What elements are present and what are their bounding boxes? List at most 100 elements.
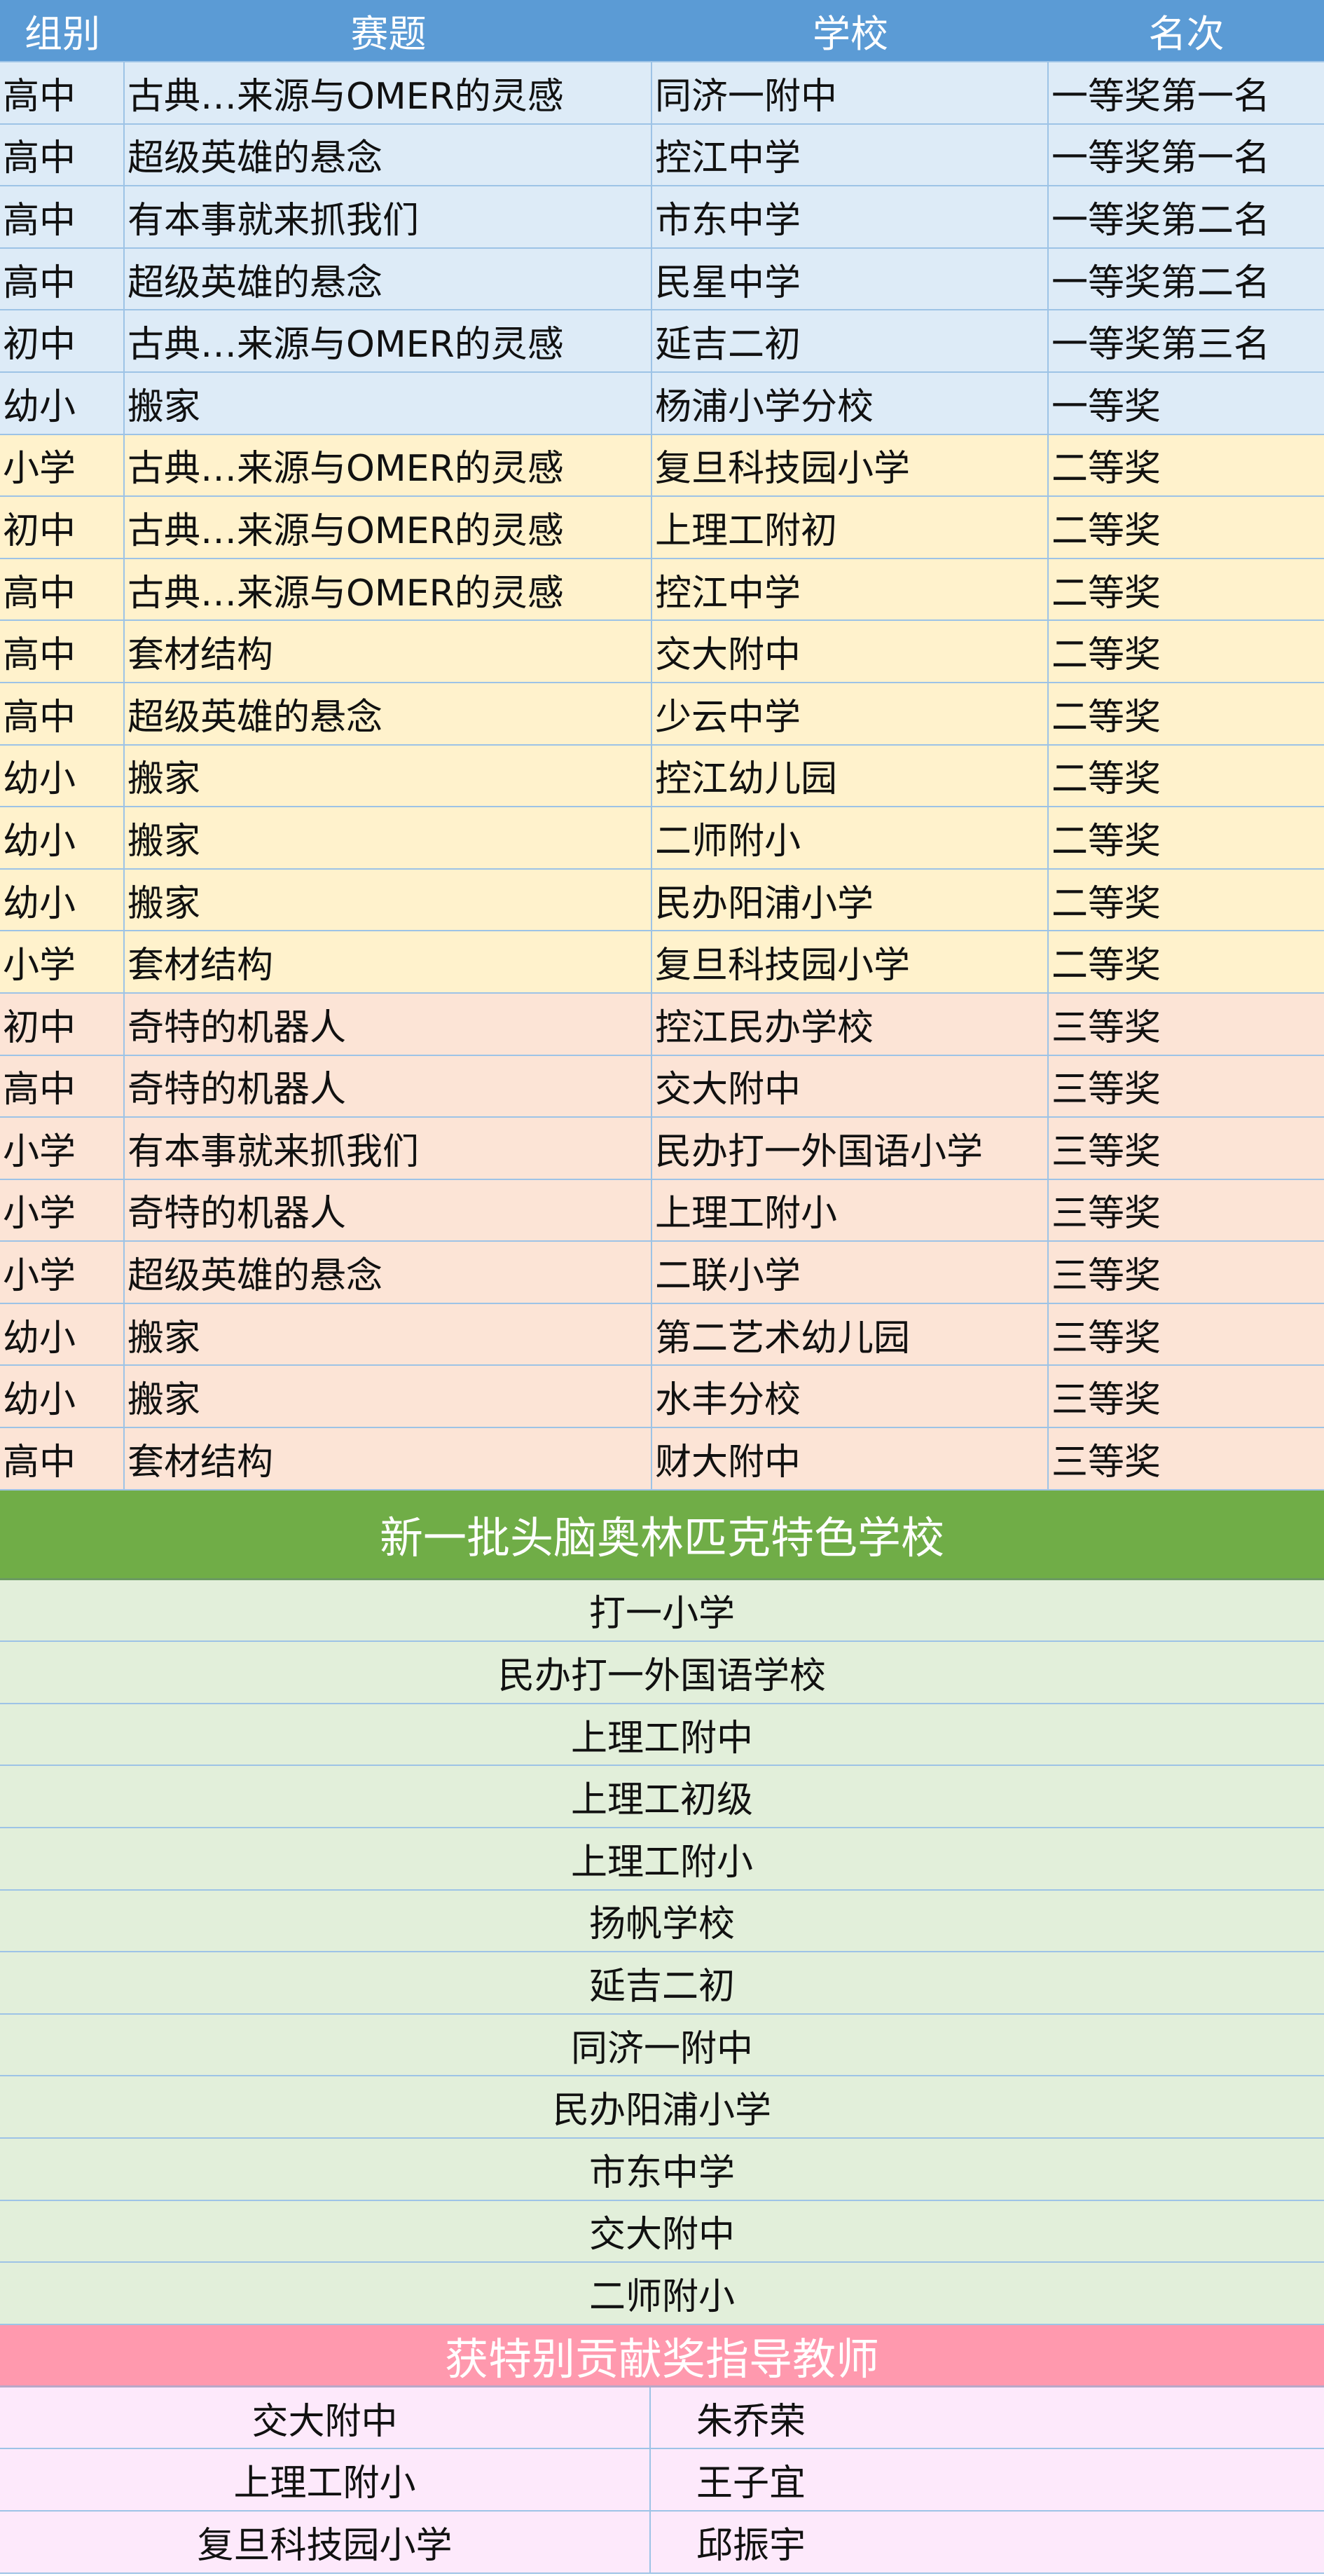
topic-cell: 超级英雄的悬念 [125, 124, 652, 186]
rank-cell: 三等奖 [1051, 1317, 1161, 1359]
topic-cell: 搬家 [125, 807, 652, 868]
group-cell: 初中 [0, 310, 125, 371]
school-cell: 民办阳浦小学 [652, 869, 1049, 931]
school-cell: 上理工附初 [652, 497, 1049, 558]
group-cell: 高中 [0, 1428, 125, 1489]
group-cell: 高中 [0, 683, 125, 744]
group-cell: 高中 [0, 124, 125, 186]
topic-cell: 超级英雄的悬念 [125, 683, 652, 744]
topic-cell: 古典…来源与OMER的灵感 [125, 434, 652, 496]
table-row: 高中 有本事就来抓我们 市东中学 一等奖第二名 [0, 186, 1324, 249]
header-rank: 名次 [1148, 12, 1225, 56]
awards-header-row: 组别 赛题 学校 名次 [0, 0, 1324, 62]
school-cell: 控江幼儿园 [652, 745, 1049, 807]
topic-cell: 套材结构 [125, 931, 652, 992]
table-row: 幼小 搬家 水丰分校 三等奖 [0, 1366, 1324, 1429]
table-row: 幼小 搬家 二师附小 二等奖 [0, 807, 1324, 870]
rank-cell: 三等奖 [1051, 1006, 1161, 1049]
school-cell: 第二艺术幼儿园 [652, 1303, 1049, 1365]
topic-cell: 搬家 [125, 745, 652, 807]
teacher-cell: 邱振宇 [696, 2524, 806, 2567]
topic-cell: 古典…来源与OMER的灵感 [125, 310, 652, 371]
group-cell: 小学 [0, 1118, 125, 1179]
group-cell: 小学 [0, 1242, 125, 1303]
school-cell: 市东中学 [652, 186, 1049, 247]
rank-cell: 二等奖 [1051, 448, 1161, 491]
rank-cell: 三等奖 [1051, 1441, 1161, 1484]
rank-cell: 一等奖第一名 [1051, 137, 1271, 180]
topic-cell: 古典…来源与OMER的灵感 [125, 559, 652, 620]
school-cell: 财大附中 [652, 1428, 1049, 1489]
table-row: 小学 超级英雄的悬念 二联小学 三等奖 [0, 1242, 1324, 1304]
school-cell: 水丰分校 [652, 1366, 1049, 1427]
group-cell: 高中 [0, 186, 125, 247]
school-cell: 二联小学 [652, 1242, 1049, 1303]
school-item: 上理工附中 [0, 1704, 1324, 1767]
rank-cell: 二等奖 [1051, 509, 1161, 552]
rank-cell: 二等奖 [1051, 758, 1161, 801]
table-row: 交大附中 朱乔荣 [0, 2387, 1324, 2450]
topic-cell: 超级英雄的悬念 [125, 248, 652, 310]
schools-list: 打一小学 民办打一外国语学校 上理工附中 上理工初级 上理工附小 扬帆学校 延吉二初 同济一附… [0, 1580, 1324, 2325]
topic-cell: 搬家 [125, 1303, 652, 1365]
table-row: 高中 超级英雄的悬念 控江中学 一等奖第一名 [0, 124, 1324, 187]
school-item: 打一小学 [0, 1580, 1324, 1643]
topic-cell: 有本事就来抓我们 [125, 186, 652, 247]
rank-cell: 三等奖 [1051, 1069, 1161, 1111]
awards-table: 组别 赛题 学校 名次 高中 古典…来源与OMER的灵感 同济一附中 一等奖第一名 高中… [0, 0, 1324, 1491]
topic-cell: 套材结构 [125, 1428, 652, 1489]
teacher-cell: 朱乔荣 [696, 2400, 806, 2443]
school-item: 扬帆学校 [0, 1890, 1324, 1953]
group-cell: 幼小 [0, 372, 125, 434]
school-cell: 民星中学 [652, 248, 1049, 310]
table-row: 幼小 搬家 第二艺术幼儿园 三等奖 [0, 1303, 1324, 1366]
teacher-cell: 王子宜 [696, 2462, 806, 2505]
topic-cell: 奇特的机器人 [125, 1179, 652, 1241]
school-item: 民办阳浦小学 [0, 2076, 1324, 2139]
table-row: 高中 超级英雄的悬念 民星中学 一等奖第二名 [0, 248, 1324, 311]
group-cell: 幼小 [0, 869, 125, 931]
school-item: 延吉二初 [0, 1952, 1324, 2015]
school-cell: 二师附小 [652, 807, 1049, 868]
table-row: 初中 奇特的机器人 控江民办学校 三等奖 [0, 993, 1324, 1056]
school-cell: 民办打一外国语小学 [652, 1118, 1049, 1179]
rank-cell: 二等奖 [1051, 634, 1161, 677]
school-cell: 复旦科技园小学 [652, 434, 1049, 496]
school-cell: 少云中学 [652, 683, 1049, 744]
topic-cell: 有本事就来抓我们 [125, 1118, 652, 1179]
group-cell: 小学 [0, 1179, 125, 1241]
group-cell: 幼小 [0, 1366, 125, 1427]
group-cell: 高中 [0, 559, 125, 620]
group-cell: 初中 [0, 497, 125, 558]
topic-cell: 超级英雄的悬念 [125, 1242, 652, 1303]
table-row: 小学 古典…来源与OMER的灵感 复旦科技园小学 二等奖 [0, 434, 1324, 498]
topic-cell: 古典…来源与OMER的灵感 [125, 62, 652, 123]
group-cell: 高中 [0, 248, 125, 310]
table-row: 高中 套材结构 财大附中 三等奖 [0, 1428, 1324, 1491]
schools-title: 新一批头脑奥林匹克特色学校 [0, 1490, 1324, 1580]
table-row: 幼小 搬家 杨浦小学分校 一等奖 [0, 372, 1324, 435]
group-cell: 初中 [0, 993, 125, 1055]
school-cell: 同济一附中 [652, 62, 1049, 123]
topic-cell: 套材结构 [125, 621, 652, 682]
rank-cell: 一等奖第二名 [1051, 261, 1271, 304]
school-item: 市东中学 [0, 2139, 1324, 2201]
school-item: 二师附小 [0, 2263, 1324, 2325]
school-item: 上理工初级 [0, 1766, 1324, 1829]
table-row: 小学 奇特的机器人 上理工附小 三等奖 [0, 1179, 1324, 1242]
rank-cell: 一等奖 [1051, 385, 1161, 428]
rank-cell: 三等奖 [1051, 1193, 1161, 1235]
table-row: 复旦科技园小学 邱振宇 [0, 2511, 1324, 2574]
topic-cell: 奇特的机器人 [125, 1055, 652, 1117]
header-school: 学校 [813, 12, 888, 56]
rank-cell: 一等奖第二名 [1051, 199, 1271, 242]
group-cell: 高中 [0, 621, 125, 682]
topic-cell: 古典…来源与OMER的灵感 [125, 497, 652, 558]
group-cell: 幼小 [0, 1303, 125, 1365]
rank-cell: 二等奖 [1051, 572, 1161, 615]
school-cell: 控江中学 [652, 124, 1049, 186]
group-cell: 幼小 [0, 745, 125, 807]
group-cell: 幼小 [0, 807, 125, 868]
topic-cell: 搬家 [125, 1366, 652, 1427]
table-row: 初中 古典…来源与OMER的灵感 延吉二初 一等奖第三名 [0, 310, 1324, 373]
